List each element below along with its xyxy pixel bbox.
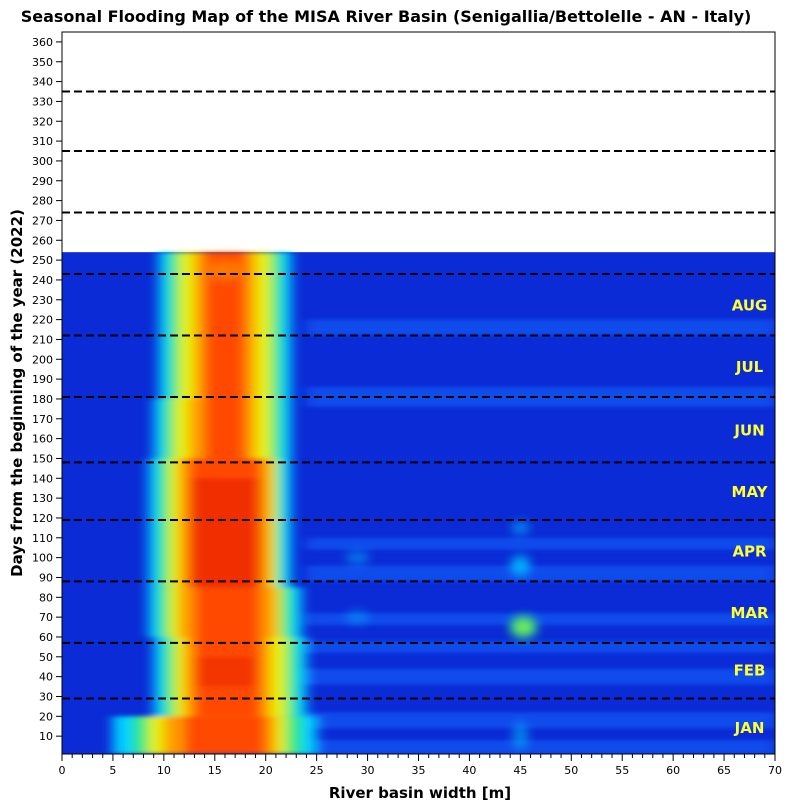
x-tick-label: 40 [462,764,476,777]
month-label-feb: FEB [734,662,766,680]
x-tick-label: 15 [208,764,222,777]
chart-title: Seasonal Flooding Map of the MISA River … [21,7,752,26]
y-axis-label: Days from the beginning of the year (202… [8,209,26,577]
y-tick-label: 220 [32,314,53,327]
y-axis: 10 20 30 40 50 60 70 80 90 100 110 120 130 140 150 160 1… [32,36,62,743]
y-tick-label: 360 [32,36,53,49]
y-tick-label: 290 [32,175,53,188]
y-tick-label: 70 [39,611,53,624]
heat-spot [516,622,531,633]
heat-spot [204,260,245,281]
x-axis: 0 5 10 15 20 25 30 35 40 45 50 55 60 65 70 [59,754,782,777]
heat-core [194,656,256,687]
heat-streak [306,613,775,626]
y-tick-label: 150 [32,452,53,465]
y-tick-label: 300 [32,155,53,168]
y-tick-label: 200 [32,353,53,366]
x-tick-label: 60 [666,764,680,777]
y-tick-label: 160 [32,433,53,446]
x-tick-label: 55 [615,764,629,777]
heat-streak [306,387,775,407]
x-tick-label: 5 [109,764,116,777]
y-tick-label: 90 [39,571,53,584]
x-tick-label: 35 [412,764,426,777]
month-label-mar: MAR [730,604,769,622]
y-tick-label: 100 [32,552,53,565]
y-tick-label: 260 [32,234,53,247]
x-axis-label: River basin width [m] [329,784,511,802]
month-boundaries [62,90,775,700]
heat-streak [306,319,775,336]
x-tick-label: 45 [513,764,527,777]
heat-streak [306,565,775,582]
y-tick-label: 180 [32,393,53,406]
heat-streak [306,740,775,754]
y-tick-label: 330 [32,95,53,108]
y-tick-label: 250 [32,254,53,267]
plot-area: JAN FEB MAR APR MAY JUN JUL AUG [61,31,776,755]
x-tick-label: 10 [157,764,171,777]
x-tick-label: 0 [59,764,66,777]
heat-spot-group [204,260,538,751]
heat-spot [512,722,529,751]
y-tick-label: 130 [32,492,53,505]
y-tick-label: 230 [32,294,53,307]
x-tick-label: 50 [564,764,578,777]
y-tick-label: 40 [39,671,53,684]
month-labels: JAN FEB MAR APR MAY JUN JUL AUG [730,297,769,737]
y-tick-label: 30 [39,690,53,703]
heat-spot [345,551,370,564]
heat-band [184,716,266,754]
y-tick-label: 110 [32,532,53,545]
x-tick-label: 25 [310,764,324,777]
y-tick-label: 280 [32,195,53,208]
y-tick-label: 170 [32,413,53,426]
month-label-jan: JAN [734,719,765,737]
x-tick-label: 20 [259,764,273,777]
y-tick-label: 340 [32,76,53,89]
y-tick-label: 140 [32,472,53,485]
y-tick-label: 120 [32,512,53,525]
y-tick-label: 190 [32,373,53,386]
y-tick-label: 320 [32,115,53,128]
month-label-may: MAY [732,483,769,501]
y-tick-label: 240 [32,274,53,287]
x-tick-label: 70 [768,764,782,777]
heat-band-group [112,252,775,754]
x-tick-label: 30 [361,764,375,777]
month-label-jun: JUN [733,422,764,440]
y-tick-label: 10 [39,730,53,743]
y-tick-label: 50 [39,651,53,664]
heat-streak [306,668,775,685]
y-tick-label: 60 [39,631,53,644]
y-tick-label: 210 [32,333,53,346]
heat-spot [510,555,531,576]
y-tick-label: 80 [39,591,53,604]
x-tick-label: 65 [717,764,731,777]
y-tick-label: 310 [32,135,53,148]
heat-streak [306,537,775,550]
heat-streak [306,640,775,653]
heat-spot [345,611,370,624]
y-tick-label: 20 [39,710,53,723]
heat-band [194,587,261,637]
month-label-aug: AUG [732,297,768,315]
month-label-apr: APR [732,543,767,561]
y-tick-label: 270 [32,214,53,227]
heat-spot [511,521,530,534]
y-tick-label: 350 [32,56,53,69]
heat-core [189,478,261,588]
heat-streak [306,712,775,729]
heat-band [204,398,246,459]
month-label-jul: JUL [735,358,764,376]
heatmap-layer [62,252,775,754]
